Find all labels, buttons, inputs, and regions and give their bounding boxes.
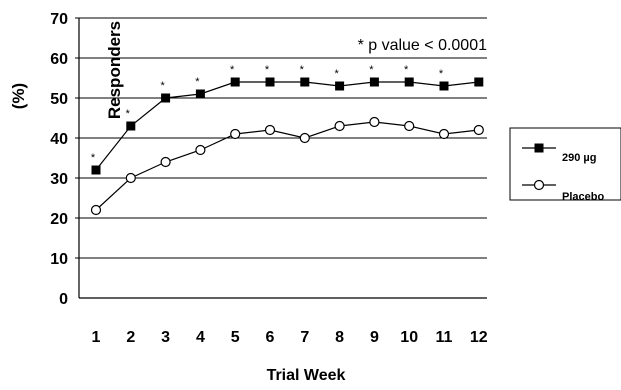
- data-point-290-g: [404, 77, 414, 87]
- y-tick-label: 20: [50, 211, 68, 228]
- significance-star: *: [230, 64, 235, 76]
- significance-markers: * * * * * * * * * * *: [91, 64, 444, 164]
- data-series: [90, 77, 484, 216]
- legend-marker-placebo: [533, 179, 545, 191]
- y-tick-label: 10: [50, 251, 68, 268]
- data-point-placebo: [195, 144, 206, 156]
- significance-star: *: [160, 80, 165, 92]
- y-tick-label: 60: [50, 51, 68, 68]
- data-point-290-g: [91, 165, 101, 175]
- legend-marker-290ug: [534, 143, 544, 153]
- y-axis-unit-label: (%): [9, 83, 28, 109]
- x-tick-label: 3: [161, 329, 170, 346]
- significance-star: *: [334, 68, 339, 80]
- data-point-290-g: [369, 77, 379, 87]
- data-point-290-g: [335, 81, 345, 91]
- x-tick-label: 8: [335, 329, 344, 346]
- x-tick-label: 1: [92, 329, 101, 346]
- data-point-placebo: [369, 116, 380, 128]
- data-point-placebo: [438, 128, 450, 140]
- x-tick-label: 10: [400, 329, 418, 346]
- data-point-290-g: [439, 81, 449, 91]
- data-point-placebo: [299, 132, 310, 144]
- data-point-placebo: [90, 204, 102, 216]
- significance-star: *: [265, 64, 270, 76]
- y-axis-label: Responders: [105, 21, 124, 119]
- x-tick-label: 7: [300, 329, 309, 346]
- y-tick-labels: 0 10 20 30 40 50 60 70: [50, 11, 68, 308]
- y-tick-label: 40: [50, 131, 68, 148]
- data-point-290-g: [195, 89, 205, 99]
- significance-star: *: [91, 152, 96, 164]
- x-tick-label: 9: [370, 329, 379, 346]
- significance-note: * p value < 0.0001: [358, 37, 488, 54]
- x-tick-label: 6: [266, 329, 275, 346]
- x-tick-label: 12: [470, 329, 488, 346]
- data-point-placebo: [264, 124, 276, 136]
- x-tick-labels: 1 2 3 4 5 6 7 8 9 10 11 12: [92, 329, 488, 346]
- x-tick-label: 2: [126, 329, 135, 346]
- y-tick-label: 0: [59, 291, 68, 308]
- x-tick-label: 11: [436, 329, 453, 346]
- legend-label-placebo: Placebo: [562, 191, 604, 203]
- data-point-placebo: [473, 124, 484, 136]
- gridlines: [79, 17, 487, 259]
- data-point-placebo: [230, 128, 241, 140]
- x-tick-label: 4: [196, 329, 205, 346]
- axes: [75, 17, 487, 299]
- legend-label-290ug: 290 µg: [562, 152, 596, 164]
- data-point-290-g: [265, 77, 275, 87]
- significance-star: *: [439, 68, 444, 80]
- x-axis-label: Trial Week: [267, 367, 346, 384]
- data-point-placebo: [404, 120, 415, 132]
- data-point-290-g: [474, 77, 484, 87]
- data-point-290-g: [230, 77, 240, 87]
- data-point-290-g: [300, 77, 310, 87]
- x-tick-label: 5: [231, 329, 240, 346]
- y-tick-label: 70: [50, 11, 68, 28]
- significance-star: *: [369, 64, 374, 76]
- data-point-placebo: [125, 172, 136, 184]
- significance-star: *: [404, 64, 409, 76]
- significance-star: *: [126, 108, 131, 120]
- series-line-placebo: [95, 121, 479, 211]
- legend: 290 µg Placebo: [509, 127, 621, 203]
- data-point-placebo: [160, 156, 171, 168]
- significance-star: *: [195, 76, 200, 88]
- significance-star: *: [300, 64, 305, 76]
- y-tick-label: 50: [50, 91, 68, 108]
- data-point-290-g: [161, 93, 171, 103]
- legend-box: [509, 127, 621, 201]
- data-point-placebo: [334, 120, 345, 132]
- y-tick-label: 30: [50, 171, 68, 188]
- series-line-290-g: [95, 81, 479, 171]
- data-point-290-g: [126, 121, 136, 131]
